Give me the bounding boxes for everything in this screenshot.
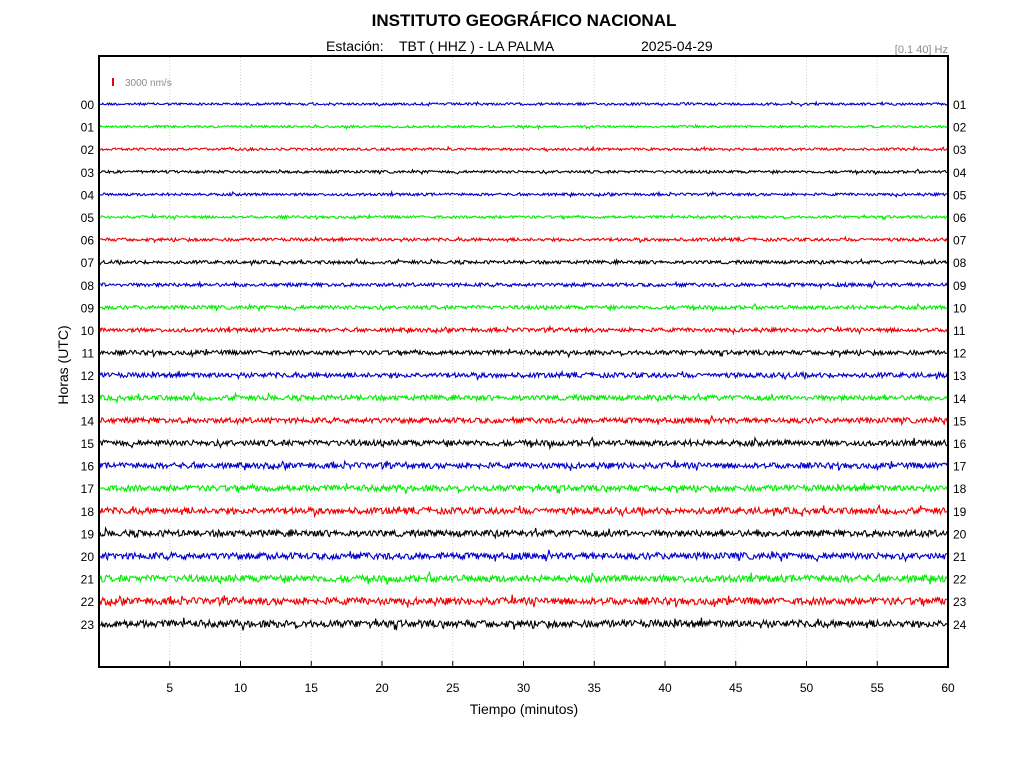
x-tick-label: 35 (588, 681, 602, 695)
hour-label-right: 10 (953, 301, 967, 315)
hour-label-right: 12 (953, 347, 967, 361)
hour-label-left: 04 (81, 188, 95, 202)
x-tick-label: 25 (446, 681, 460, 695)
vertical-grid (169, 57, 878, 666)
x-tick-label: 50 (800, 681, 814, 695)
hour-label-right: 16 (953, 437, 967, 451)
x-tick-label: 60 (941, 681, 955, 695)
x-tick-label: 15 (305, 681, 319, 695)
trace-hour-12 (99, 369, 948, 381)
hour-label-left: 07 (81, 256, 95, 270)
hour-label-left: 23 (81, 618, 95, 632)
seismic-traces (99, 100, 948, 631)
hour-label-right: 04 (953, 166, 967, 180)
trace-hour-16 (99, 459, 948, 472)
trace-hour-17 (99, 482, 948, 495)
left-hour-labels: 00 01 02 03 04 05 06 07 08 09 10 11 12 13 14 15 16 17 18 19… (81, 98, 95, 632)
trace-hour-21 (99, 570, 948, 585)
chart-date: 2025-04-29 (641, 38, 713, 54)
hour-label-right: 07 (953, 234, 967, 248)
trace-hour-01 (99, 123, 948, 131)
station-label: Estación: (326, 38, 384, 54)
trace-hour-14 (99, 415, 948, 427)
trace-hour-19 (99, 525, 948, 540)
x-tick-label: 30 (517, 681, 531, 695)
x-tick-label: 45 (729, 681, 743, 695)
trace-hour-18 (99, 504, 948, 519)
hour-label-left: 18 (81, 505, 95, 519)
trace-hour-00 (99, 100, 948, 108)
hour-label-left: 13 (81, 392, 95, 406)
trace-hour-11 (99, 348, 948, 359)
trace-hour-02 (99, 145, 948, 153)
hour-label-left: 21 (81, 573, 95, 587)
hour-label-left: 00 (81, 98, 95, 112)
hour-label-right: 02 (953, 121, 967, 135)
trace-hour-08 (99, 279, 948, 290)
hour-label-left: 16 (81, 460, 95, 474)
x-axis-ticks: 5 10 15 20 25 30 35 40 45 50 55 60 (166, 661, 955, 695)
hour-label-left: 22 (81, 595, 95, 609)
hour-label-left: 01 (81, 121, 95, 135)
hour-label-right: 14 (953, 392, 967, 406)
hour-label-right: 05 (953, 188, 967, 202)
trace-hour-06 (99, 235, 948, 244)
amplitude-scale-bar (112, 78, 114, 86)
hour-label-right: 24 (953, 618, 967, 632)
hour-label-left: 02 (81, 143, 95, 157)
hour-label-left: 17 (81, 482, 95, 496)
hour-label-right: 01 (953, 98, 967, 112)
trace-hour-10 (99, 324, 948, 336)
trace-hour-22 (99, 594, 948, 608)
hour-label-left: 03 (81, 166, 95, 180)
x-tick-label: 55 (871, 681, 885, 695)
right-hour-labels: 01 02 03 04 05 06 07 08 09 10 11 12 13 14 15 16 17 18 19 20… (953, 98, 967, 632)
amplitude-scale-label: 3000 nm/s (125, 78, 172, 89)
hour-label-right: 18 (953, 482, 967, 496)
hour-label-left: 15 (81, 437, 95, 451)
trace-hour-15 (99, 435, 948, 451)
hour-label-left: 11 (82, 347, 95, 361)
station-name: TBT ( HHZ ) - LA PALMA (399, 38, 555, 54)
trace-hour-09 (99, 302, 948, 313)
hour-label-right: 19 (953, 505, 967, 519)
hour-label-left: 19 (81, 527, 95, 541)
hour-label-right: 06 (953, 211, 967, 225)
hour-label-left: 06 (81, 234, 95, 248)
hour-label-right: 08 (953, 256, 967, 270)
x-axis-label: Tiempo (minutos) (470, 701, 578, 717)
hour-label-left: 05 (81, 211, 95, 225)
chart-title: INSTITUTO GEOGRÁFICO NACIONAL (372, 11, 677, 30)
hour-label-left: 08 (81, 279, 95, 293)
hour-label-right: 20 (953, 527, 967, 541)
hour-label-right: 15 (953, 414, 967, 428)
trace-hour-20 (99, 549, 948, 563)
hour-label-right: 03 (953, 143, 967, 157)
hour-label-left: 12 (81, 369, 95, 383)
trace-hour-04 (99, 189, 948, 199)
trace-hour-05 (99, 212, 948, 221)
hour-label-right: 23 (953, 595, 967, 609)
x-tick-label: 20 (375, 681, 389, 695)
hour-label-left: 09 (81, 301, 95, 315)
filter-band: [0.1 40] Hz (895, 44, 948, 56)
hour-label-left: 10 (81, 324, 95, 338)
y-axis-label: Horas (UTC) (55, 325, 71, 404)
x-tick-label: 40 (658, 681, 672, 695)
trace-hour-23 (99, 617, 948, 631)
hour-label-right: 13 (953, 369, 967, 383)
hour-label-right: 17 (953, 460, 967, 474)
hour-label-right: 22 (953, 573, 967, 587)
hour-label-left: 20 (81, 550, 95, 564)
x-tick-label: 10 (234, 681, 248, 695)
trace-hour-13 (99, 390, 948, 405)
hour-label-right: 11 (953, 324, 966, 338)
trace-hour-03 (99, 168, 948, 176)
hour-label-left: 14 (81, 414, 95, 428)
x-tick-label: 5 (166, 681, 173, 695)
hour-label-right: 09 (953, 279, 967, 293)
hour-label-right: 21 (953, 550, 967, 564)
trace-hour-07 (99, 257, 948, 267)
